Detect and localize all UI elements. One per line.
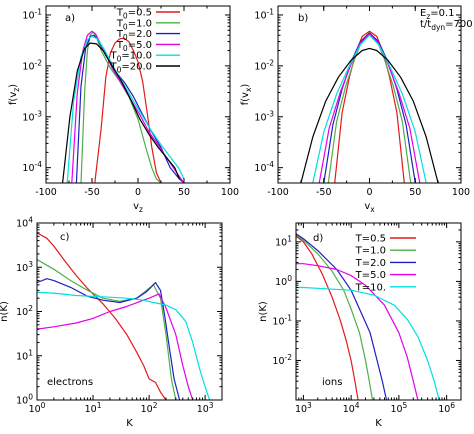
x-tick-label: 100 bbox=[452, 187, 470, 198]
legend-label: T0=20.0 bbox=[109, 62, 152, 75]
y-tick-label: 10-1 bbox=[254, 7, 274, 21]
series-line-5 bbox=[296, 286, 440, 400]
series-line-2 bbox=[327, 32, 412, 183]
series-line-4 bbox=[71, 30, 185, 183]
series-group bbox=[300, 30, 439, 183]
x-tick-label: 50 bbox=[178, 187, 190, 198]
x-tick-label: -100 bbox=[35, 187, 57, 198]
series-line-1 bbox=[334, 30, 405, 183]
legend-label: T=5.0 bbox=[355, 270, 386, 281]
series-line-5 bbox=[312, 34, 427, 183]
series-line-4 bbox=[296, 263, 419, 400]
series-line-3 bbox=[37, 278, 181, 400]
y-tick-label: 101 bbox=[16, 348, 33, 362]
series-line-4 bbox=[318, 33, 421, 183]
panel-c: 100 101 102 103 100 101 102 103 104 Kn(K) c) electr… bbox=[0, 216, 223, 429]
panel-label: c) bbox=[60, 232, 69, 243]
x-tick-label: 103 bbox=[197, 401, 214, 415]
y-tick-label: 100 bbox=[275, 274, 292, 288]
x-axis-label: K bbox=[375, 418, 382, 429]
y-tick-label: 10-3 bbox=[254, 109, 274, 123]
annotation-text: ions bbox=[322, 377, 342, 388]
panel-b: -100 -50 0 50 100 10-4 10-3 10-2 10-1 vx f(vx) b) Ez… bbox=[240, 5, 473, 214]
x-tick-label: 101 bbox=[85, 401, 102, 415]
series-group bbox=[62, 30, 185, 183]
legend-label: T=2.0 bbox=[355, 258, 386, 269]
y-axis-label: f(vz) bbox=[8, 84, 21, 105]
series-line-6 bbox=[62, 42, 180, 183]
x-tick-label: 105 bbox=[390, 401, 407, 415]
legend-label: T0=10.0 bbox=[109, 51, 152, 64]
y-tick-label: 101 bbox=[275, 234, 292, 248]
y-tick-label: 10-1 bbox=[272, 313, 292, 327]
legend-label: T=10. bbox=[355, 282, 386, 293]
x-axis-label: K bbox=[126, 418, 133, 429]
x-tick-label: 104 bbox=[343, 401, 360, 415]
series-line-1 bbox=[296, 235, 359, 400]
y-axis-label: f(vx) bbox=[240, 84, 253, 106]
plot-frame bbox=[295, 222, 462, 401]
x-tick-label: 0 bbox=[135, 187, 141, 198]
x-tick-label: -100 bbox=[267, 187, 289, 198]
plot-frame bbox=[36, 222, 223, 401]
legend-label: T0=1.0 bbox=[116, 18, 152, 31]
y-tick-label: 102 bbox=[16, 304, 33, 318]
y-tick-label: 104 bbox=[16, 216, 33, 230]
y-tick-label: 10-2 bbox=[272, 353, 292, 367]
y-tick-label: 10-2 bbox=[22, 58, 42, 72]
annotation-text: Ez=0.1 bbox=[420, 8, 455, 21]
series-group bbox=[296, 233, 440, 400]
x-tick-label: 50 bbox=[409, 187, 421, 198]
legend-label: T0=0.5 bbox=[116, 8, 152, 21]
x-tick-label: 0 bbox=[366, 187, 372, 198]
panel-label: a) bbox=[65, 13, 75, 24]
x-tick-label: -50 bbox=[316, 187, 332, 198]
x-tick-label: 102 bbox=[141, 401, 158, 415]
y-tick-label: 100 bbox=[16, 393, 33, 407]
y-tick-label: 10-1 bbox=[22, 7, 42, 21]
x-tick-label: -50 bbox=[84, 187, 100, 198]
legend-label: T=0.5 bbox=[355, 234, 386, 245]
x-axis-label: vx bbox=[364, 201, 375, 214]
series-line-2 bbox=[296, 234, 374, 400]
y-tick-label: 10-3 bbox=[22, 109, 42, 123]
x-tick-label: 100 bbox=[221, 187, 239, 198]
series-line-1 bbox=[37, 232, 167, 400]
legend-label: T0=2.0 bbox=[116, 29, 152, 42]
y-axis-label: n(K) bbox=[258, 301, 269, 322]
series-line-6 bbox=[300, 47, 439, 183]
y-tick-label: 103 bbox=[16, 260, 33, 274]
y-tick-label: 10-2 bbox=[254, 58, 274, 72]
y-tick-label: 10-4 bbox=[254, 160, 274, 174]
panel-label: d) bbox=[313, 233, 323, 244]
x-tick-label: 100 bbox=[29, 401, 46, 415]
legend-label: T=1.0 bbox=[355, 246, 386, 257]
series-line-4 bbox=[37, 293, 194, 400]
y-axis-label: n(K) bbox=[0, 301, 10, 322]
legend-label: T0=5.0 bbox=[116, 40, 152, 53]
series-line-5 bbox=[37, 291, 211, 400]
panel-label: b) bbox=[298, 13, 308, 24]
series-line-3 bbox=[323, 32, 416, 183]
x-axis-label: vz bbox=[133, 201, 143, 214]
series-group bbox=[37, 232, 211, 400]
panel-a: -100 -50 0 50 100 10-4 10-3 10-2 10-1 vz f(vz) a) T0… bbox=[8, 5, 239, 214]
x-tick-label: 106 bbox=[438, 401, 455, 415]
y-tick-label: 10-4 bbox=[22, 160, 42, 174]
annotation-text: t/tdyn=700 bbox=[420, 19, 473, 32]
series-line-3 bbox=[296, 233, 388, 400]
x-tick-label: 103 bbox=[295, 401, 312, 415]
annotation-text: electrons bbox=[47, 377, 93, 388]
panel-d: 103 104 105 106 10-2 10-1 100 101 Kn(K) d) ions T=0… bbox=[258, 222, 462, 429]
